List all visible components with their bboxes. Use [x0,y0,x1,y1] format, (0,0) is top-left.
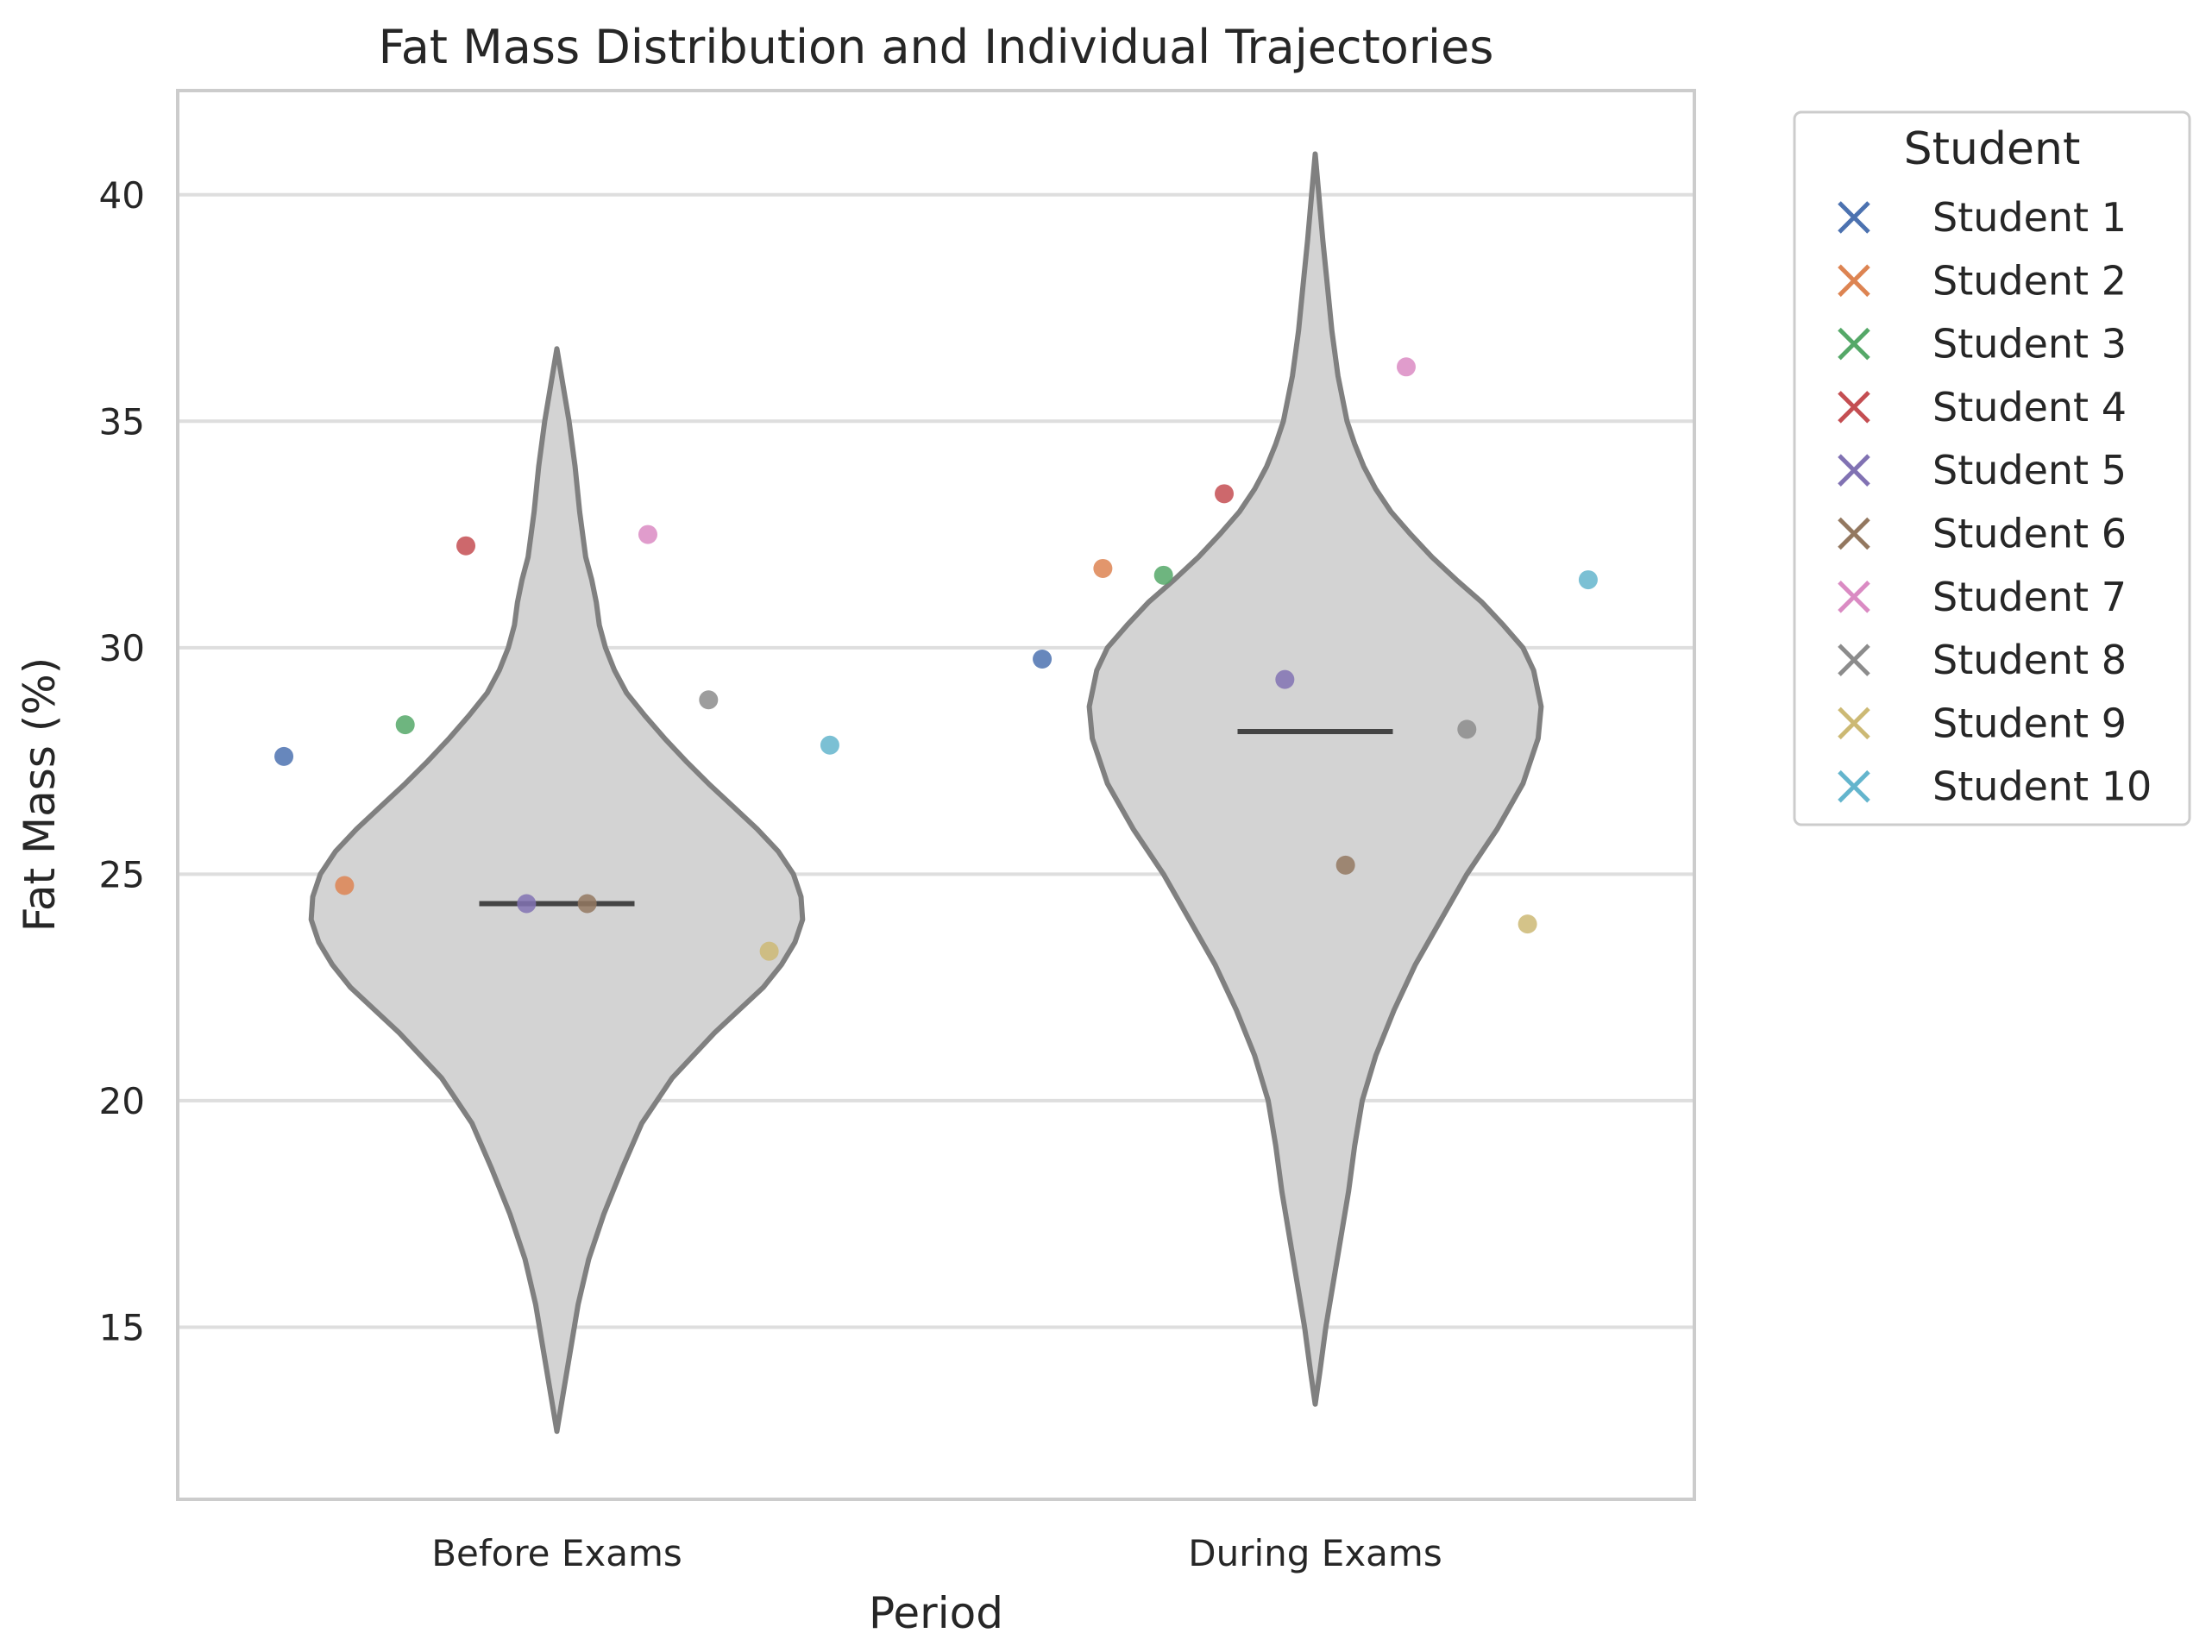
plot-frame [176,89,1696,1501]
y-ticks: 15 20 25 30 35 40 [99,174,145,1349]
legend-label: Student 10 [1932,763,2152,810]
x-axis-title: Period [869,1588,1003,1638]
legend-label: Student 7 [1932,574,2127,620]
violins [308,151,1544,1435]
legend-item: Student 7 [1838,574,2127,620]
violin-1 [308,346,806,1435]
legend-marker-x [1838,769,1870,803]
legend-marker-x [1838,201,1870,234]
point-student-1 [274,746,294,766]
y-tick-label: 30 [99,627,145,669]
legend-title: Student [1904,123,2081,175]
medians [479,728,1393,907]
legend-item: Student 1 [1838,194,2127,241]
y-tick-label: 35 [99,400,145,443]
point-student-4 [1215,484,1235,504]
x-tick-label: During Exams [1188,1532,1442,1574]
y-tick-label: 20 [99,1080,145,1122]
legend-items: Student 1 Student 2 Student 3 Student 4 Stud… [1838,194,2152,810]
y-tick-label: 25 [99,853,145,895]
legend-item: Student 2 [1838,257,2127,304]
point-student-7 [638,524,657,544]
x-ticks: Before Exams During Exams [431,1532,1442,1574]
point-student-5 [1275,669,1295,689]
legend-label: Student 1 [1932,194,2127,241]
legend-label: Student 6 [1932,511,2127,557]
legend-marker-x [1838,707,1870,740]
point-student-3 [1153,565,1173,585]
point-student-7 [1396,357,1416,377]
y-tick-label: 40 [99,174,145,217]
legend-label: Student 8 [1932,637,2127,683]
legend-item: Student 6 [1838,511,2127,557]
point-student-8 [1457,719,1477,739]
legend-label: Student 3 [1932,321,2127,367]
legend-item: Student 5 [1838,447,2127,493]
chart-title: Fat Mass Distribution and Individual Tra… [379,20,1494,74]
point-student-3 [395,715,415,735]
y-axis-title: Fat Mass (%) [15,657,65,933]
legend-label: Student 5 [1932,447,2127,493]
point-student-9 [759,941,779,961]
legend-item: Student 8 [1838,637,2127,683]
point-student-5 [517,894,537,914]
legend-label: Student 4 [1932,384,2127,430]
legend-marker-x [1838,391,1870,424]
legend-marker-x [1838,454,1870,487]
point-student-10 [820,735,839,755]
legend-marker-x [1838,264,1870,298]
legend-label: Student 9 [1932,700,2127,746]
point-student-4 [456,536,476,556]
y-tick-label: 15 [99,1306,145,1348]
legend-marker-x [1838,327,1870,361]
point-student-6 [577,894,597,914]
legend-box [1793,110,2191,826]
legend-marker-x [1838,644,1870,676]
point-student-9 [1518,914,1537,934]
legend-item: Student 4 [1838,384,2127,430]
point-student-2 [1093,558,1113,578]
point-student-10 [1578,570,1598,590]
legend-item: Student 9 [1838,700,2127,746]
violin-2 [1086,151,1544,1407]
legend-marker-x [1838,517,1870,550]
point-student-8 [699,690,719,710]
legend-label: Student 2 [1932,257,2127,304]
legend-marker-x [1838,581,1870,613]
point-student-2 [335,876,355,895]
legend-item: Student 3 [1838,321,2127,367]
point-student-6 [1335,855,1355,875]
x-tick-label: Before Exams [431,1532,682,1574]
point-student-1 [1033,649,1053,669]
legend-item: Student 10 [1838,763,2152,810]
data-points [274,357,1598,961]
